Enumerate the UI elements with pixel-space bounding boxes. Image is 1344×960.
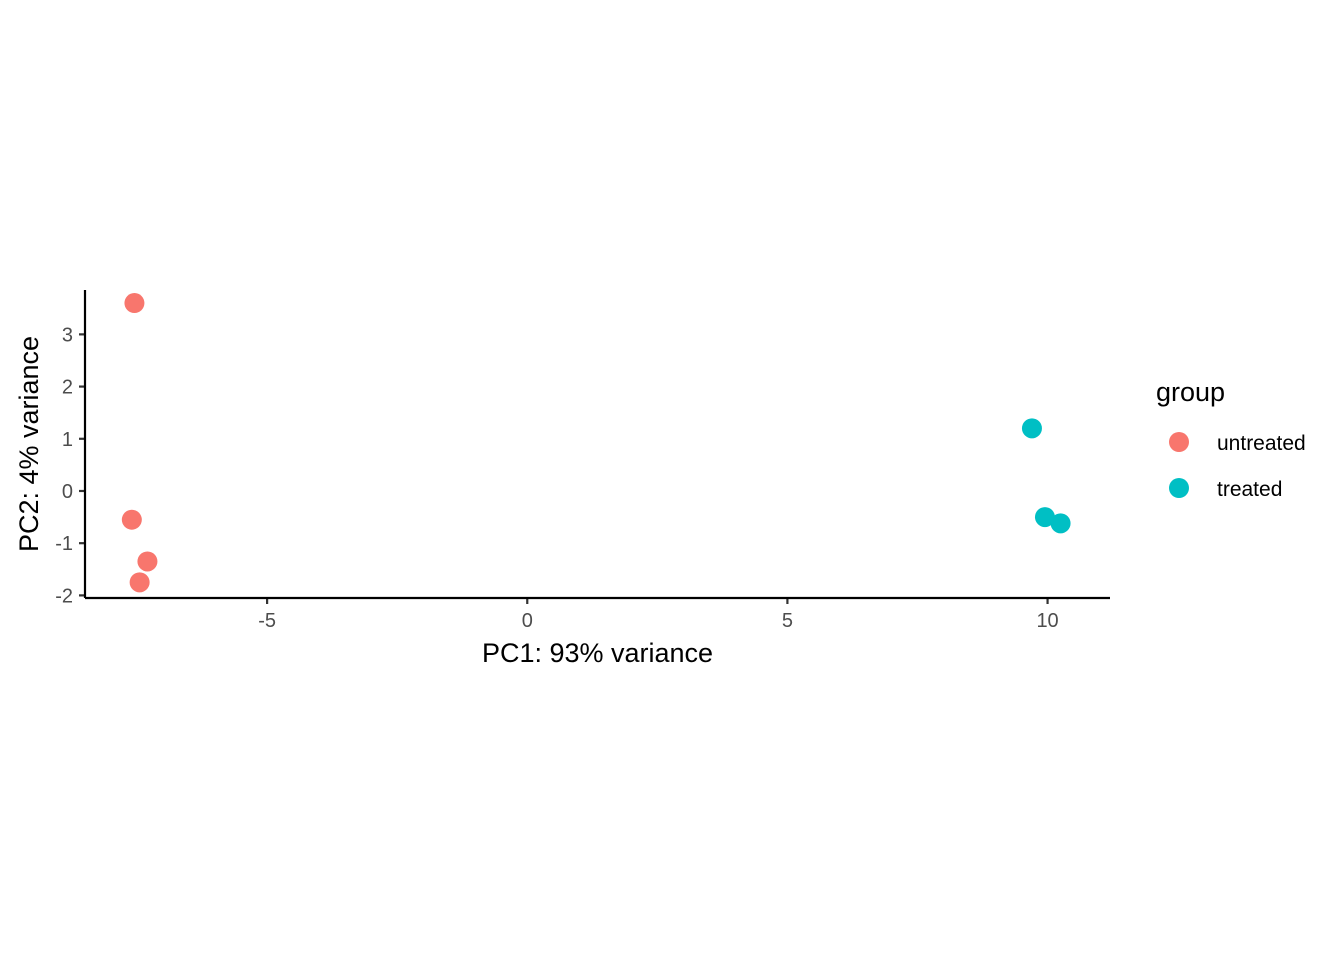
legend-key-untreated (1169, 432, 1189, 452)
y-tick-label: 3 (62, 324, 73, 346)
data-points (121, 293, 1071, 593)
x-axis-title: PC1: 93% variance (482, 638, 713, 668)
point-treated (1021, 418, 1042, 439)
y-tick-label: 0 (62, 481, 73, 503)
legend-key-treated (1169, 478, 1189, 498)
x-tick-label: 0 (522, 610, 533, 632)
legend: group untreated treated (1156, 377, 1306, 501)
y-tick-label: -1 (55, 533, 73, 555)
y-axis-title: PC2: 4% variance (14, 336, 44, 552)
point-untreated (124, 293, 145, 314)
x-tick-label: -5 (258, 610, 276, 632)
x-tick-label: 10 (1036, 610, 1058, 632)
legend-label-treated: treated (1217, 478, 1282, 501)
y-tick-label: 1 (62, 429, 73, 451)
point-treated (1050, 513, 1071, 534)
point-untreated (129, 572, 150, 593)
point-untreated (121, 509, 142, 530)
legend-label-untreated: untreated (1217, 432, 1306, 455)
y-tick-label: -2 (55, 585, 73, 607)
legend-title: group (1156, 377, 1225, 407)
y-tick-label: 2 (62, 377, 73, 399)
axes (83, 290, 1110, 600)
point-treated (1034, 507, 1055, 528)
point-untreated (137, 551, 158, 572)
x-tick-label: 5 (782, 610, 793, 632)
legend-items: untreated treated (1169, 432, 1306, 501)
x-axis-ticks: -5 0 5 10 (258, 598, 1059, 632)
y-axis-ticks: -2 -1 0 1 2 3 (55, 324, 85, 607)
